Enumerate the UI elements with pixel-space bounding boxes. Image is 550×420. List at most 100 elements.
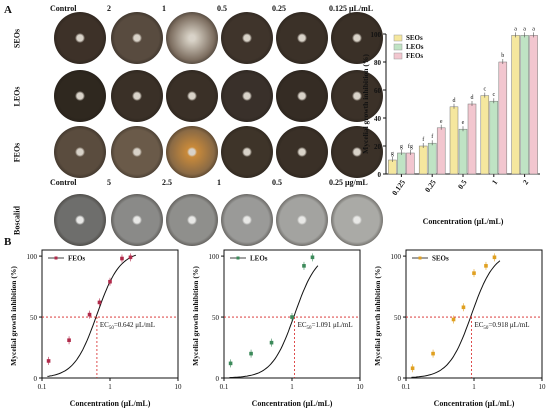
- petri-dish-grid: Control 2 1 0.5 0.25 0.125 μL/mL Control 5 2.5 1 0…: [0, 0, 383, 246]
- data-point: [97, 300, 102, 305]
- legend-label: LEOs: [250, 255, 268, 263]
- petri-dish-photo: [276, 12, 328, 64]
- x-tick-label: 1: [290, 383, 294, 391]
- plate-row-label: LEOs: [12, 86, 22, 107]
- plate-column-header: 1: [162, 4, 166, 13]
- legend-label: SEOs: [432, 255, 449, 263]
- petri-dish-photo: [111, 12, 163, 64]
- y-tick-label: 50: [30, 314, 38, 322]
- legend-label: FEOs: [68, 255, 85, 263]
- y-tick-label: 0: [34, 375, 38, 383]
- data-point: [87, 312, 92, 317]
- y-tick-label: 100: [27, 253, 38, 261]
- plate-column-header: 5: [107, 178, 111, 187]
- petri-dish-photo: [221, 12, 273, 64]
- fitted-curve: [47, 254, 137, 377]
- significance-letter: d: [453, 98, 456, 104]
- bar-feos: [467, 103, 477, 175]
- significance-letter: fg: [408, 143, 413, 150]
- x-axis-title: Concentration (μL/mL): [252, 399, 333, 408]
- data-point: [484, 264, 488, 268]
- data-point: [290, 315, 294, 319]
- y-tick-label: 40: [374, 115, 382, 123]
- x-axis-title: Concentration (μL/mL): [434, 399, 515, 408]
- plot-frame: [41, 249, 179, 379]
- plate-column-header: 2: [107, 4, 111, 13]
- petri-dish-photo: [221, 70, 273, 122]
- y-axis-title: Mycelial growth inhibition (%): [9, 266, 18, 366]
- significance-letter: e: [462, 120, 465, 126]
- panel-label-b: B: [4, 236, 12, 248]
- y-axis-title: Mycelial growth inhibition (%): [373, 266, 382, 366]
- y-tick-label: 0: [398, 375, 402, 383]
- x-tick-label: 10: [539, 383, 547, 391]
- leos-dose-response-chart: 0 50 100 0.1 1 10 Mycelial growth inhibition (…: [191, 249, 364, 408]
- significance-letter: a: [514, 26, 517, 32]
- bar-leos: [427, 142, 437, 175]
- petri-dish-photo: [331, 194, 383, 246]
- legend-label: FEOs: [406, 52, 423, 60]
- data-point: [269, 340, 274, 345]
- plate-column-header: 0.125 μL/mL: [329, 4, 374, 13]
- legend-swatch: [393, 34, 403, 42]
- legend-marker: [236, 256, 240, 260]
- data-point: [46, 359, 51, 363]
- bar-feos: [436, 127, 446, 175]
- x-tick-label: 1: [472, 383, 476, 391]
- plate-column-header: Control: [50, 178, 77, 187]
- plate-row-label: Boscalid: [12, 206, 22, 235]
- y-tick-label: 50: [394, 314, 402, 322]
- plate-row-label: FEOs: [12, 142, 22, 163]
- ec50-label: EC50=1.091 μL/mL: [298, 321, 353, 331]
- data-point: [310, 255, 315, 260]
- petri-dish-photo: [166, 194, 218, 246]
- bar-leos: [458, 128, 468, 175]
- y-tick-label: 100: [391, 253, 402, 261]
- petri-dish-photo: [111, 194, 163, 246]
- plate-column-header: 0.25: [272, 4, 286, 13]
- bar-feos: [529, 35, 538, 175]
- bar-leos: [520, 35, 529, 175]
- panel-label-a: A: [4, 4, 12, 16]
- legend-marker: [418, 256, 422, 260]
- significance-letter: g: [400, 144, 403, 150]
- y-axis-title: Mycelial growth inhibition (%): [361, 54, 370, 154]
- petri-dish-photo: [111, 70, 163, 122]
- significance-letter: c: [483, 87, 486, 93]
- legend-swatch: [393, 52, 403, 60]
- bar-seos: [418, 145, 428, 175]
- data-point: [128, 255, 133, 260]
- x-tick-label: 0.1: [38, 383, 47, 391]
- data-point: [249, 351, 253, 356]
- y-tick-label: 0: [216, 375, 220, 383]
- significance-letter: c: [492, 92, 495, 98]
- bar-feos: [498, 61, 508, 175]
- bar-leos: [397, 152, 406, 175]
- petri-dish-photo: [54, 70, 106, 122]
- plate-column-header: 0.25 μg/mL: [329, 178, 368, 187]
- significance-letter: e: [440, 119, 443, 125]
- fitted-curve: [229, 265, 319, 379]
- significance-letter: g: [391, 151, 394, 157]
- plate-column-header: 0.5: [217, 4, 227, 13]
- x-tick-label: 1: [490, 178, 500, 186]
- petri-dish-photo: [111, 126, 163, 178]
- petri-dish-photo: [54, 12, 106, 64]
- y-tick-label: 60: [374, 87, 382, 95]
- data-point: [410, 366, 415, 371]
- petri-dish-photo: [54, 194, 106, 246]
- x-axis-title: Concentration (μL/mL): [423, 217, 504, 226]
- ec50-label: EC50=0.642 μL/mL: [100, 321, 155, 331]
- data-point: [108, 279, 112, 284]
- petri-dish-photo: [166, 126, 218, 178]
- y-axis-title: Mycelial growth inhibition (%): [191, 266, 200, 366]
- legend-label: LEOs: [406, 43, 424, 51]
- y-tick-label: 100: [209, 253, 220, 261]
- x-tick-label: 0.125: [390, 178, 407, 197]
- x-tick-label: 0.5: [456, 178, 469, 191]
- petri-dish-photo: [166, 70, 218, 122]
- bar-leos: [489, 100, 499, 175]
- data-point: [451, 317, 456, 322]
- petri-dish-photo: [331, 12, 383, 64]
- x-tick-label: 0.25: [423, 178, 438, 194]
